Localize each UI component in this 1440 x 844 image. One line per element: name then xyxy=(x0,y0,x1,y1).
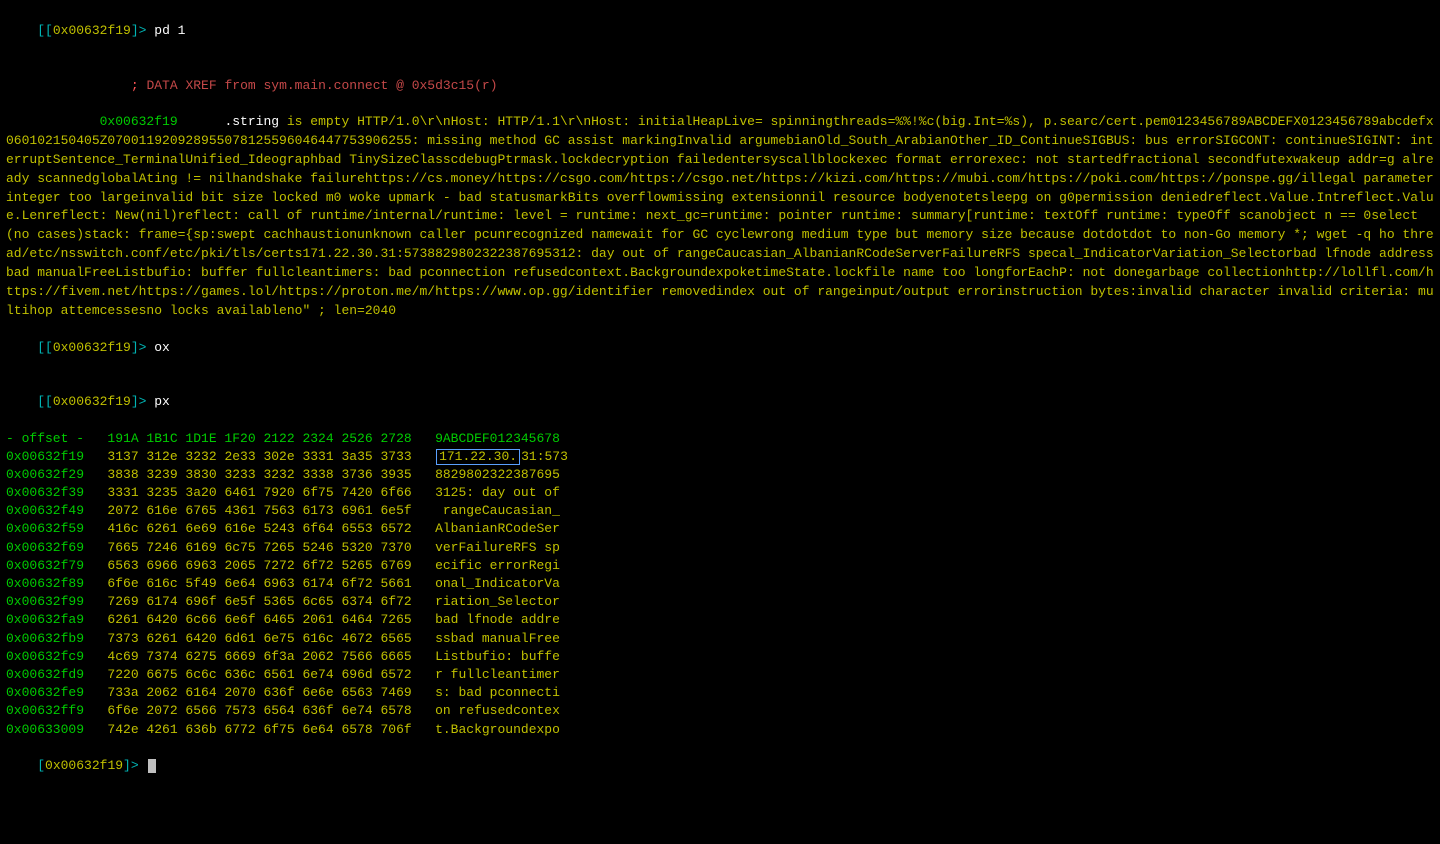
hex-ascii: bad lfnode addre xyxy=(435,612,560,627)
xref-comment: ; DATA XREF from sym.main.connect @ 0x5d… xyxy=(6,59,1434,114)
string-address: 0x00632f19 xyxy=(100,114,178,129)
hex-ascii: r fullcleantimer xyxy=(435,667,560,682)
hex-bytes: 3331 3235 3a20 6461 7920 6f75 7420 6f66 xyxy=(107,485,411,500)
string-disasm-line: 0x00632f19 .string is empty HTTP/1.0\r\n… xyxy=(6,113,1434,320)
xref-text: DATA XREF from sym.main.connect @ 0x5d3c… xyxy=(146,78,497,93)
hexdump-row: 0x00632ff9 6f6e 2072 6566 7573 6564 636f… xyxy=(6,702,1434,720)
hex-bytes: 416c 6261 6e69 616e 5243 6f64 6553 6572 xyxy=(107,521,411,536)
hex-bytes: 3838 3239 3830 3233 3232 3338 3736 3935 xyxy=(107,467,411,482)
terminal-output: [[0x00632f19]> pd 1 ; DATA XREF from sym… xyxy=(0,0,1440,797)
hex-ascii: rangeCaucasian_ xyxy=(435,503,560,518)
hexdump-row: 0x00632f69 7665 7246 6169 6c75 7265 5246… xyxy=(6,539,1434,557)
highlighted-ip: 171.22.30. xyxy=(436,449,520,465)
hex-offset: 0x00632fe9 xyxy=(6,685,84,700)
hex-bytes: 7373 6261 6420 6d61 6e75 616c 4672 6565 xyxy=(107,631,411,646)
hexdump-row: 0x00632f49 2072 616e 6765 4361 7563 6173… xyxy=(6,502,1434,520)
hex-ascii: 3125: day out of xyxy=(435,485,560,500)
hex-bytes: 4c69 7374 6275 6669 6f3a 2062 7566 6665 xyxy=(107,649,411,664)
hex-offset: 0x00632f19 xyxy=(6,449,84,464)
hex-ascii: verFailureRFS sp xyxy=(435,540,560,555)
command-pd: pd 1 xyxy=(154,23,185,38)
hexdump-row: 0x00632fe9 733a 2062 6164 2070 636f 6e6e… xyxy=(6,684,1434,702)
hex-offset: 0x00632fb9 xyxy=(6,631,84,646)
cursor xyxy=(148,759,156,773)
hex-bytes: 6563 6966 6963 2065 7272 6f72 5265 6769 xyxy=(107,558,411,573)
hexdump-row: 0x00632f39 3331 3235 3a20 6461 7920 6f75… xyxy=(6,484,1434,502)
hex-ascii: ecific errorRegi xyxy=(435,558,560,573)
hex-offset: 0x00632fa9 xyxy=(6,612,84,627)
xref-semicolon: ; xyxy=(131,78,147,93)
prompt-line-4[interactable]: [0x00632f19]> xyxy=(6,739,1434,794)
hex-ascii: AlbanianRCodeSer xyxy=(435,521,560,536)
hexdump-row: 0x00632fb9 7373 6261 6420 6d61 6e75 616c… xyxy=(6,630,1434,648)
string-content: is empty HTTP/1.0\r\nHost: HTTP/1.1\r\nH… xyxy=(6,114,1434,317)
hex-offset: 0x00632f39 xyxy=(6,485,84,500)
hexdump-body: 0x00632f19 3137 312e 3232 2e33 302e 3331… xyxy=(6,448,1434,739)
hex-bytes: 7220 6675 6c6c 636c 6561 6e74 696d 6572 xyxy=(107,667,411,682)
hex-ascii: on refusedcontex xyxy=(435,703,560,718)
hex-bytes: 3137 312e 3232 2e33 302e 3331 3a35 3733 xyxy=(107,449,411,464)
hex-bytes: 7665 7246 6169 6c75 7265 5246 5320 7370 xyxy=(107,540,411,555)
hex-ascii: s: bad pconnecti xyxy=(435,685,560,700)
hex-offset: 0x00632f59 xyxy=(6,521,84,536)
hexdump-row: 0x00632f29 3838 3239 3830 3233 3232 3338… xyxy=(6,466,1434,484)
hex-offset: 0x00632f69 xyxy=(6,540,84,555)
hex-bytes: 742e 4261 636b 6772 6f75 6e64 6578 706f xyxy=(107,722,411,737)
hex-offset: 0x00632f89 xyxy=(6,576,84,591)
hex-offset: 0x00632f29 xyxy=(6,467,84,482)
hex-ascii: 31:573 xyxy=(521,449,568,464)
hex-ascii: onal_IndicatorVa xyxy=(435,576,560,591)
hexdump-row: 0x00632f79 6563 6966 6963 2065 7272 6f72… xyxy=(6,557,1434,575)
hex-ascii: 8829802322387695 xyxy=(435,467,560,482)
hexdump-row: 0x00632fa9 6261 6420 6c66 6e6f 6465 2061… xyxy=(6,611,1434,629)
hex-ascii: Listbufio: buffe xyxy=(435,649,560,664)
prompt-line-3[interactable]: [[0x00632f19]> px xyxy=(6,375,1434,430)
dot-string-keyword: .string xyxy=(224,114,279,129)
hexdump-row: 0x00632fd9 7220 6675 6c6c 636c 6561 6e74… xyxy=(6,666,1434,684)
hexdump-row: 0x00632f19 3137 312e 3232 2e33 302e 3331… xyxy=(6,448,1434,466)
prompt-line-1[interactable]: [[0x00632f19]> pd 1 xyxy=(6,4,1434,59)
hex-bytes: 2072 616e 6765 4361 7563 6173 6961 6e5f xyxy=(107,503,411,518)
hexdump-row: 0x00632fc9 4c69 7374 6275 6669 6f3a 2062… xyxy=(6,648,1434,666)
hex-offset: 0x00632fd9 xyxy=(6,667,84,682)
hex-offset: 0x00632fc9 xyxy=(6,649,84,664)
hex-ascii: t.Backgroundexpo xyxy=(435,722,560,737)
hexdump-row: 0x00633009 742e 4261 636b 6772 6f75 6e64… xyxy=(6,721,1434,739)
prompt-line-2[interactable]: [[0x00632f19]> ox xyxy=(6,320,1434,375)
hex-ascii: riation_Selector xyxy=(435,594,560,609)
hex-bytes: 6f6e 616c 5f49 6e64 6963 6174 6f72 5661 xyxy=(107,576,411,591)
hex-bytes: 6f6e 2072 6566 7573 6564 636f 6e74 6578 xyxy=(107,703,411,718)
hexdump-row: 0x00632f89 6f6e 616c 5f49 6e64 6963 6174… xyxy=(6,575,1434,593)
hex-offset: 0x00632f49 xyxy=(6,503,84,518)
hexdump-row: 0x00632f99 7269 6174 696f 6e5f 5365 6c65… xyxy=(6,593,1434,611)
hex-offset: 0x00632f99 xyxy=(6,594,84,609)
hex-bytes: 733a 2062 6164 2070 636f 6e6e 6563 7469 xyxy=(107,685,411,700)
hex-offset: 0x00632f79 xyxy=(6,558,84,573)
hex-bytes: 7269 6174 696f 6e5f 5365 6c65 6374 6f72 xyxy=(107,594,411,609)
hex-offset: 0x00632ff9 xyxy=(6,703,84,718)
command-ox: ox xyxy=(154,340,170,355)
hex-ascii: ssbad manualFree xyxy=(435,631,560,646)
hex-bytes: 6261 6420 6c66 6e6f 6465 2061 6464 7265 xyxy=(107,612,411,627)
command-px: px xyxy=(154,394,170,409)
prompt-address: 0x00632f19 xyxy=(53,23,131,38)
prompt-open-bracket: [ xyxy=(37,23,45,38)
hex-offset: 0x00633009 xyxy=(6,722,84,737)
hexdump-row: 0x00632f59 416c 6261 6e69 616e 5243 6f64… xyxy=(6,520,1434,538)
hexdump-header: - offset - 191A 1B1C 1D1E 1F20 2122 2324… xyxy=(6,430,1434,448)
